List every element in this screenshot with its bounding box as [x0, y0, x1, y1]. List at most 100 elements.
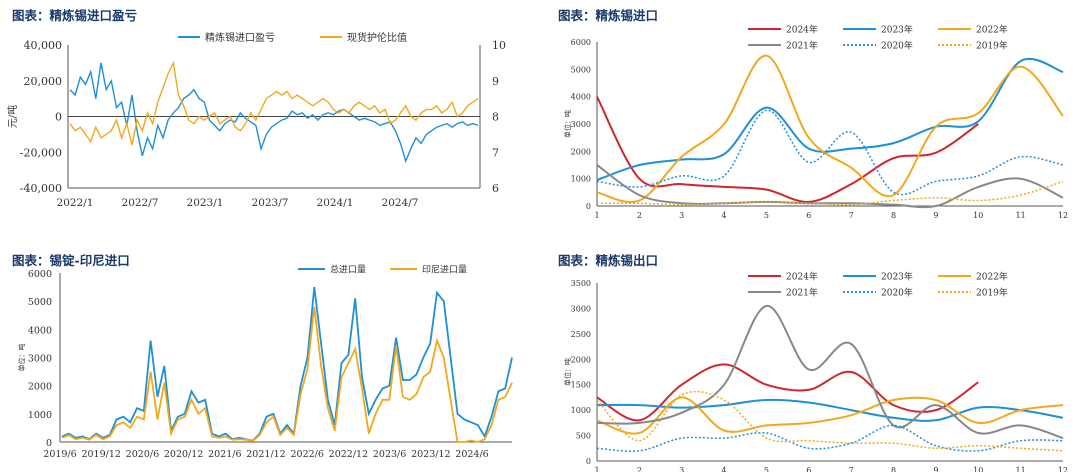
legend-label: 印尼进口量 [422, 264, 467, 276]
y-tick-label-left: 0 [55, 111, 62, 124]
series-line-2 [61, 306, 513, 443]
y-tick-label: 6000 [28, 269, 52, 280]
x-tick-label: 6 [806, 211, 811, 220]
series-line-2021年 [596, 304, 1064, 440]
x-tick-label: 2019/6 [43, 449, 76, 460]
y-tick-label: 1500 [571, 381, 591, 390]
y-tick-label-right: 10 [492, 39, 506, 52]
legend-label: 总进口量 [330, 264, 366, 276]
x-tick-label: 2022/6 [290, 449, 323, 460]
x-tick-label: 8 [891, 211, 896, 220]
x-tick-label: 3 [679, 466, 684, 472]
series-line-2021年 [596, 164, 1064, 209]
y-tick-label: 0 [586, 457, 591, 466]
x-tick-label: 6 [806, 466, 811, 472]
series-line-2024年 [596, 96, 979, 203]
x-tick-label: 11 [1016, 211, 1026, 220]
legend-label: 2019年 [976, 287, 1008, 299]
x-tick-label: 2 [637, 211, 642, 220]
chart-panel-refined-tin-export: 图表：精炼锡出口 3500 3000 2500 2000 1500 1000 500 0 1 2 3… [540, 236, 1080, 472]
legend-label: 2021年 [786, 40, 818, 52]
x-tick-label: 4 [722, 211, 727, 220]
y-tick-label: 2000 [571, 355, 591, 364]
x-tick-label: 2023/6 [373, 449, 406, 460]
x-tick-label: 9 [933, 466, 938, 472]
legend-label: 现货护伦比值 [347, 31, 407, 44]
y-axis-label: 单位：吨 [563, 358, 572, 386]
x-tick-label: 2024/7 [382, 197, 419, 209]
legend-label: 2024年 [786, 271, 818, 283]
legend-label: 2022年 [976, 24, 1008, 36]
chart-panel-refined-tin-import: 图表：精炼锡进口 6000 5000 4000 3000 2000 1000 0 1 2 3 4 5 6… [540, 0, 1080, 236]
y-tick-label: 0 [46, 438, 52, 449]
x-tick-label: 5 [764, 211, 769, 220]
legend-label: 精炼锡进口盈亏 [205, 31, 275, 44]
y-tick-label: 4000 [28, 325, 52, 336]
x-tick-label: 2020/6 [126, 449, 159, 460]
series-line-2019年 [596, 390, 1064, 452]
x-tick-label: 9 [933, 211, 938, 220]
series-line-2022年 [596, 54, 1064, 203]
y-tick-label: 2000 [28, 382, 52, 393]
x-tick-label: 1 [594, 466, 599, 472]
y-tick-label: 1000 [571, 406, 591, 415]
x-tick-label: 3 [679, 211, 684, 220]
y-tick-label-right: 7 [492, 146, 499, 159]
series-line-2023年 [596, 398, 1064, 422]
y-tick-label-left: 20,000 [24, 75, 63, 88]
legend-label: 2023年 [881, 271, 913, 283]
x-tick-label: 5 [764, 466, 769, 472]
series-line-2022年 [596, 396, 1064, 435]
x-tick-label: 2024/1 [317, 197, 354, 209]
x-tick-label: 2023/1 [187, 197, 224, 209]
series-line-2023年 [596, 58, 1064, 181]
x-tick-label: 10 [973, 466, 983, 472]
x-tick-label: 1 [594, 211, 599, 220]
x-tick-label: 8 [891, 466, 896, 472]
x-tick-label: 12 [1058, 211, 1068, 220]
x-tick-label: 2024/6 [455, 449, 488, 460]
legend-label: 2021年 [786, 287, 818, 299]
x-tick-label: 4 [722, 466, 727, 472]
chart-title: 图表：精炼锡出口 [558, 253, 659, 268]
legend-label: 2022年 [976, 271, 1008, 283]
y-tick-label: 0 [586, 202, 591, 211]
x-tick-label: 2021/6 [208, 449, 241, 460]
y-axis-label: 单位：吨 [17, 344, 26, 372]
x-tick-label: 2019/12 [81, 449, 120, 460]
x-tick-label: 7 [849, 466, 854, 472]
chart-title: 图表：精炼锡进口 [558, 8, 659, 23]
series-line-2024年 [596, 363, 979, 422]
x-tick-label: 11 [1016, 466, 1026, 472]
y-tick-label: 2000 [571, 147, 591, 156]
y-axis-label: 单位：吨 [563, 110, 572, 138]
x-tick-label: 2 [637, 466, 642, 472]
y-tick-label: 5000 [571, 65, 591, 74]
chart-import-profit: 40,000 20,000 0 -20,000 -40,000 10 9 8 7 6 元/吨 2022… [6, 31, 506, 209]
x-tick-label: 2022/1 [57, 197, 94, 209]
y-tick-label: 3500 [571, 279, 591, 288]
series-line-2020年 [596, 424, 1064, 452]
legend-label: 2020年 [881, 40, 913, 52]
x-tick-label: 10 [973, 211, 983, 220]
x-tick-label: 2023/12 [411, 449, 450, 460]
x-tick-label: 2020/12 [164, 449, 203, 460]
y-tick-label-left: -20,000 [20, 146, 62, 159]
y-tick-label: 1000 [28, 410, 52, 421]
y-tick-label: 6000 [571, 38, 591, 47]
series-line-1 [61, 286, 513, 442]
legend-label: 2024年 [786, 24, 818, 36]
x-tick-label: 7 [849, 211, 854, 220]
x-tick-label: 2022/12 [329, 449, 368, 460]
chart-title: 图表：精炼锡进口盈亏 [12, 8, 138, 23]
y-tick-label: 500 [576, 432, 591, 441]
legend-label: 2023年 [881, 24, 913, 36]
x-tick-label: 2022/7 [122, 197, 159, 209]
y-tick-label: 1000 [571, 175, 591, 184]
y-tick-label: 5000 [28, 297, 52, 308]
y-tick-label-right: 8 [492, 111, 499, 124]
y-tick-label: 2500 [571, 330, 591, 339]
